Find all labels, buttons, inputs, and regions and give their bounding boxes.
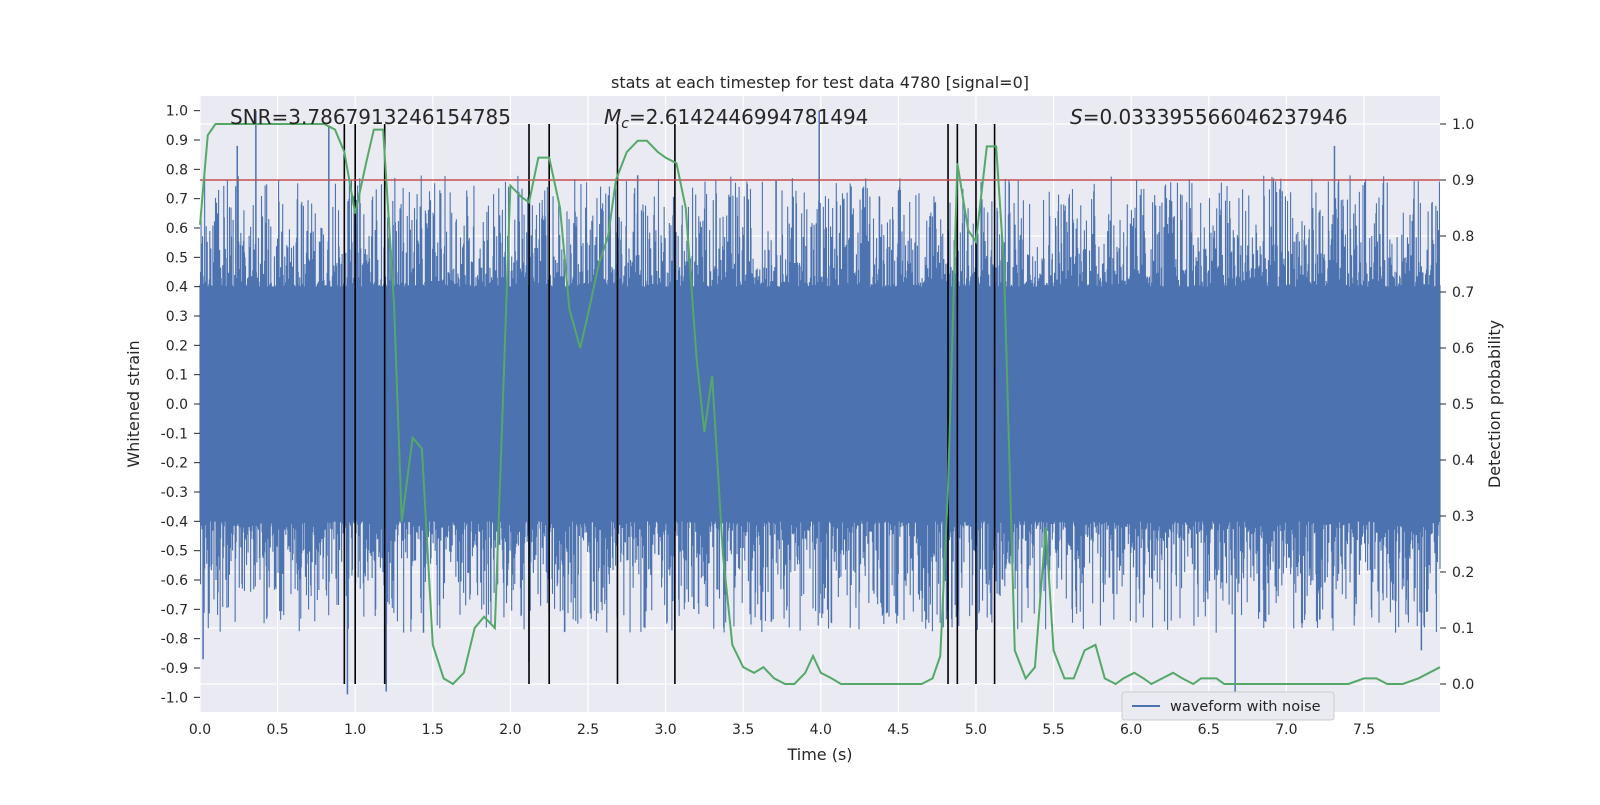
x-axis-label: Time (s)	[786, 745, 852, 764]
axes-layer: 0.0 0.5 1.0 1.5 2.0 2.5 3.0 3.5 4.0 4.5 5.0 5.5 6.0 6…	[161, 104, 1475, 738]
y-left-tick-label: -0.3	[161, 485, 188, 501]
x-tick-label: 5.0	[965, 722, 987, 738]
y-right-tick-label: 0.9	[1452, 173, 1474, 189]
x-tick-label: 3.5	[732, 722, 754, 738]
legend: waveform with noise	[1121, 691, 1335, 721]
y-left-tick-label: 0.6	[166, 221, 188, 237]
y-right-tick-label: 0.7	[1452, 285, 1474, 301]
chirp-mass-subscript: c	[621, 116, 629, 132]
s-annotation: S=0.033395566046237946	[1070, 105, 1348, 129]
y-left-tick-label: 0.9	[166, 133, 188, 149]
y-right-tick-label: 0.1	[1452, 621, 1474, 637]
y-left-tick-label: 0.1	[166, 368, 188, 384]
y-right-tick-label: 1.0	[1452, 117, 1474, 133]
y-left-tick-label: 1.0	[166, 104, 188, 120]
s-symbol: S	[1070, 105, 1083, 129]
detection-probability-line	[199, 123, 1441, 686]
y-axis-label-left: Whitened strain	[124, 340, 143, 467]
x-tick-label: 1.5	[422, 722, 444, 738]
x-tick-label: 7.5	[1353, 722, 1375, 738]
prob-layer	[199, 123, 1441, 686]
y-left-tick-label: -0.2	[161, 456, 188, 472]
y-right-tick-label: 0.6	[1452, 341, 1474, 357]
y-left-tick-label: 0.7	[166, 192, 188, 208]
chart-title: stats at each timestep for test data 478…	[611, 73, 1029, 92]
y-right-tick-label: 0.5	[1452, 397, 1474, 413]
markers-layer	[343, 124, 996, 684]
x-tick-label: 5.5	[1042, 722, 1064, 738]
x-tick-label: 0.0	[189, 722, 211, 738]
legend-box	[1121, 691, 1335, 721]
y-left-tick-label: 0.2	[166, 338, 188, 354]
y-axis-label-right: Detection probability	[1485, 320, 1504, 488]
s-value: =0.033395566046237946	[1083, 105, 1348, 129]
x-tick-label: 6.0	[1120, 722, 1142, 738]
y-right-tick-label: 0.0	[1452, 677, 1474, 693]
y-left-tick-label: 0.3	[166, 309, 188, 325]
x-tick-label: 7.0	[1275, 722, 1297, 738]
chirp-mass-symbol: M	[604, 105, 621, 129]
x-tick-label: 1.0	[344, 722, 366, 738]
y-left-tick-label: 0.4	[166, 280, 188, 296]
x-tick-label: 4.5	[887, 722, 909, 738]
y-left-tick-label: -0.5	[161, 544, 188, 560]
x-tick-label: 2.5	[577, 722, 599, 738]
y-left-tick-label: -0.4	[161, 514, 188, 530]
y-left-tick-label: -0.1	[161, 426, 188, 442]
x-tick-label: 3.0	[654, 722, 676, 738]
y-left-tick-label: 0.0	[166, 397, 188, 413]
x-tick-label: 0.5	[266, 722, 288, 738]
y-left-tick-label: -0.6	[161, 573, 188, 589]
chirp-mass-annotation: Mc=2.6142446994781494	[604, 105, 868, 132]
y-right-tick-label: 0.3	[1452, 509, 1474, 525]
x-tick-label: 4.0	[810, 722, 832, 738]
y-left-tick-label: 0.5	[166, 250, 188, 266]
x-tick-label: 2.0	[499, 722, 521, 738]
legend-label: waveform with noise	[1170, 699, 1321, 715]
x-tick-label: 6.5	[1198, 722, 1220, 738]
y-right-tick-label: 0.4	[1452, 453, 1474, 469]
y-right-tick-label: 0.2	[1452, 565, 1474, 581]
y-right-tick-label: 0.8	[1452, 229, 1474, 245]
y-left-tick-label: -0.8	[161, 632, 188, 648]
y-left-tick-label: -0.7	[161, 602, 188, 618]
y-left-tick-label: 0.8	[166, 162, 188, 178]
snr-annotation: SNR=3.7867913246154785	[230, 105, 511, 129]
y-left-tick-label: -0.9	[161, 661, 188, 677]
chirp-mass-value: =2.6142446994781494	[629, 105, 868, 129]
y-left-tick-label: -1.0	[161, 690, 188, 706]
